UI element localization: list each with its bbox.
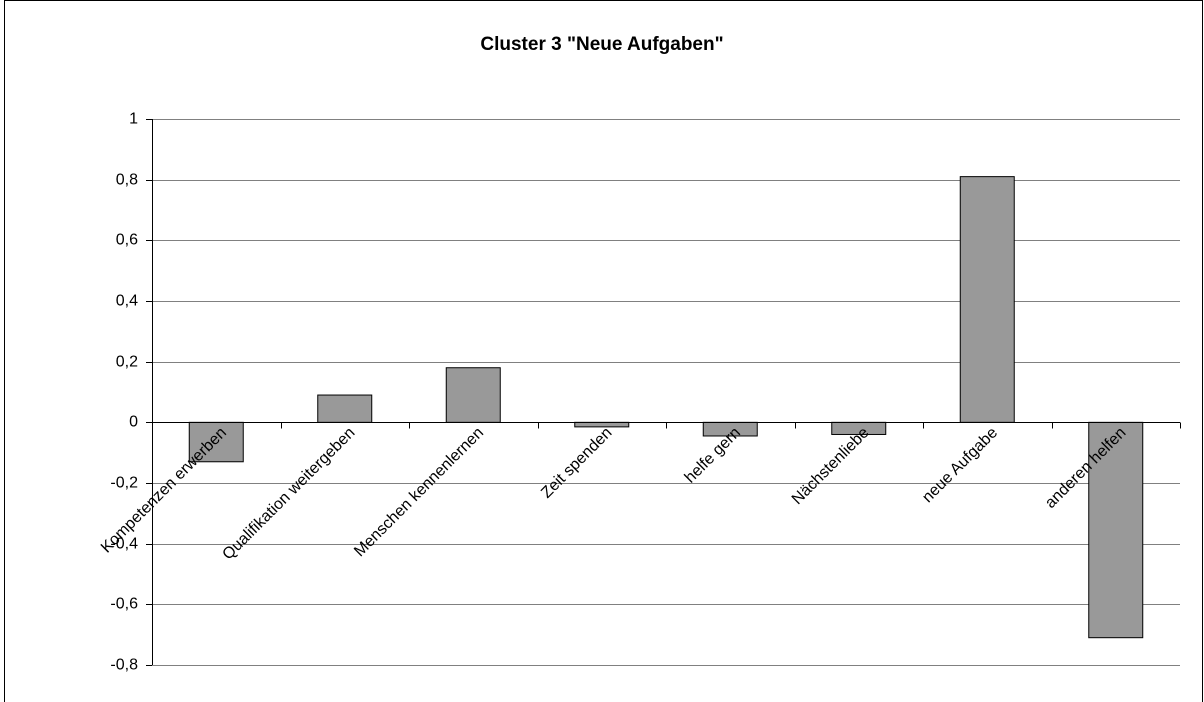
y-tick-label: -0,2 — [110, 475, 138, 492]
y-tick-label: 0,4 — [116, 293, 138, 310]
y-tick-label: -0,4 — [110, 536, 138, 553]
y-tick-label: 0,6 — [116, 232, 138, 249]
y-tick-label: 0,2 — [116, 354, 138, 371]
bar — [188, 421, 244, 463]
y-tick-label: 1 — [129, 111, 138, 128]
bar — [1088, 421, 1144, 639]
y-tick-label: -0,6 — [110, 596, 138, 613]
chart-frame — [4, 0, 1203, 702]
bar — [959, 176, 1015, 423]
y-tick-label: 0 — [129, 414, 138, 431]
y-tick-label: 0,8 — [116, 172, 138, 189]
chart-title: Cluster 3 "Neue Aufgaben" — [480, 34, 723, 55]
y-tick-label: -0,8 — [110, 657, 138, 674]
bar — [317, 394, 373, 423]
bar — [445, 367, 501, 423]
